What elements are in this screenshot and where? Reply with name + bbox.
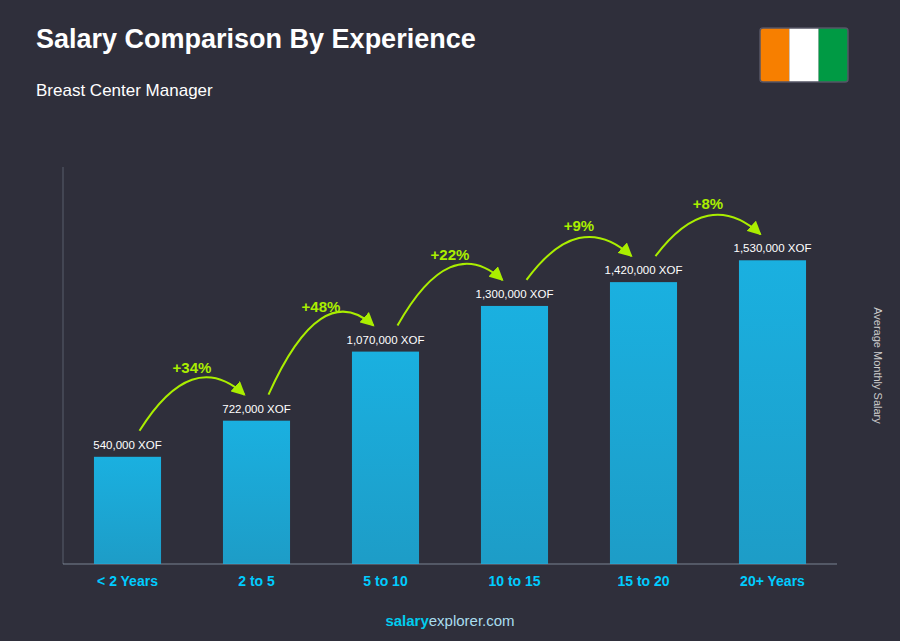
bar	[94, 457, 161, 564]
x-tick-label: < 2 Years	[97, 573, 158, 589]
footer-part: explorer.com	[429, 612, 515, 629]
data-label: 722,000 XOF	[222, 403, 290, 415]
subtitle: Breast Center Manager	[36, 81, 213, 100]
x-tick-label: 20+ Years	[740, 573, 805, 589]
growth-arrow	[527, 237, 632, 280]
flag-stripe	[819, 28, 848, 82]
footer: salaryexplorer.com	[385, 612, 514, 629]
x-tick-label: 10 to 15	[488, 573, 540, 589]
y-axis-label: Average Monthly Salary	[872, 307, 884, 424]
annotation: +34%	[173, 359, 212, 376]
x-tick-label: 5 to 10	[363, 573, 408, 589]
flag	[760, 28, 848, 82]
annotation: +48%	[302, 298, 341, 315]
growth-arrow	[398, 264, 503, 326]
data-label: 540,000 XOF	[93, 439, 161, 451]
chart: Salary Comparison By Experience Breast Ce…	[0, 0, 900, 641]
annotation: +22%	[431, 246, 470, 263]
x-tick-label: 2 to 5	[238, 573, 275, 589]
x-tick-label: 15 to 20	[617, 573, 669, 589]
growth-arrow	[656, 215, 761, 256]
footer-part: salary	[385, 612, 429, 629]
title: Salary Comparison By Experience	[36, 24, 476, 54]
flag-stripe	[789, 28, 818, 82]
growth-arrow	[140, 377, 245, 431]
data-label: 1,070,000 XOF	[347, 334, 425, 346]
growth-arrow	[269, 312, 374, 395]
flag-border	[760, 28, 848, 82]
x-axis-line	[63, 564, 837, 565]
data-label: 1,530,000 XOF	[734, 242, 812, 254]
annotation: +9%	[564, 217, 594, 234]
bars	[94, 260, 806, 564]
annotation: +8%	[693, 195, 723, 212]
bar	[610, 282, 677, 564]
bar	[481, 306, 548, 564]
y-axis-line	[63, 167, 64, 564]
bar	[352, 352, 419, 564]
chart-container: Salary Comparison By Experience Breast Ce…	[0, 0, 900, 641]
bar	[739, 260, 806, 564]
bar	[223, 421, 290, 564]
background	[0, 0, 900, 641]
flag-stripe	[760, 28, 789, 82]
data-label: 1,300,000 XOF	[476, 288, 554, 300]
data-label: 1,420,000 XOF	[605, 264, 683, 276]
